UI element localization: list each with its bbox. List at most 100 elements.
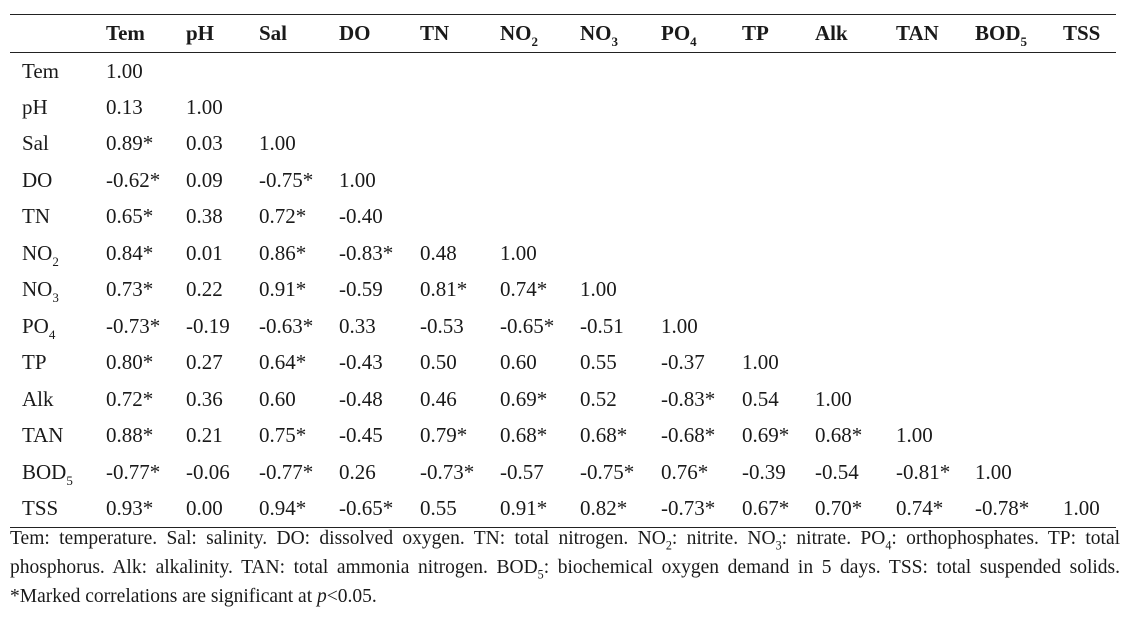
correlation-cell	[896, 381, 975, 418]
row-header: Sal	[10, 126, 106, 163]
correlation-cell	[580, 162, 661, 199]
correlation-cell	[815, 272, 896, 309]
row-header: NO3	[10, 272, 106, 309]
correlation-cell: 0.80*	[106, 350, 154, 375]
correlation-cell: -0.59	[339, 277, 383, 302]
correlation-cell	[580, 53, 661, 90]
correlation-cell	[259, 53, 339, 90]
table-row: Tem 1.00	[10, 53, 1116, 90]
correlation-cell: -0.75*	[259, 167, 314, 192]
row-header-label: DO	[22, 167, 53, 192]
correlation-cell	[742, 162, 815, 199]
correlation-cell	[896, 345, 975, 382]
correlation-cell	[186, 53, 259, 90]
correlation-cell: 0.09	[186, 167, 223, 192]
correlation-cell	[975, 89, 1063, 126]
correlation-cell: 0.70*	[815, 490, 896, 528]
correlation-cell	[896, 162, 975, 199]
correlation-cell: 0.72*	[259, 204, 307, 229]
row-header: Alk	[10, 381, 106, 418]
column-header-subscript: 2	[531, 33, 539, 49]
correlation-cell	[661, 89, 742, 126]
correlation-cell	[661, 126, 742, 163]
column-header-label: Tem	[106, 21, 145, 45]
correlation-cell: -0.54	[815, 459, 859, 484]
correlation-cell	[975, 53, 1063, 90]
column-header-label: TAN	[896, 21, 939, 45]
correlation-cell: 1.00	[815, 386, 852, 411]
correlation-cell: 0.50	[420, 350, 457, 375]
correlation-cell: 0.55	[420, 490, 500, 528]
footnote-text: <0.05.	[326, 586, 377, 607]
column-header-label: NO	[580, 21, 612, 45]
correlation-cell: -0.83*	[661, 386, 716, 411]
correlation-cell	[500, 162, 580, 199]
header-corner-cell	[10, 14, 106, 53]
correlation-cell	[259, 89, 339, 126]
correlation-cell: 0.69*	[742, 423, 790, 448]
column-header-label: NO	[500, 21, 532, 45]
column-header: pH	[186, 14, 259, 53]
row-header: TAN	[10, 418, 106, 455]
row-header: pH	[10, 89, 106, 126]
column-header: TSS	[1063, 14, 1116, 53]
column-header-label: Alk	[815, 21, 848, 45]
correlation-cell: -0.65*	[500, 313, 555, 338]
column-header-label: TSS	[1063, 21, 1101, 45]
correlation-cell: -0.43	[339, 350, 383, 375]
correlation-cell	[975, 381, 1063, 418]
correlation-cell	[661, 199, 742, 236]
footnote-text: : biochemical oxygen demand in 5 days. T…	[10, 557, 1120, 607]
footnote-subscript: 2	[665, 538, 672, 553]
column-header: Alk	[815, 14, 896, 53]
correlation-cell: 1.00	[500, 240, 537, 265]
correlation-cell: 0.72*	[106, 386, 154, 411]
table-row: pH 0.13 1.00	[10, 89, 1116, 126]
correlation-cell: 0.48	[420, 240, 457, 265]
column-header-label: DO	[339, 21, 371, 45]
correlation-cell: 0.67*	[742, 490, 815, 528]
correlation-cell	[975, 126, 1063, 163]
correlation-cell: 0.68*	[500, 423, 548, 448]
correlation-cell	[815, 162, 896, 199]
correlation-cell: -0.63*	[259, 313, 314, 338]
correlation-cell	[1063, 162, 1116, 199]
correlation-cell: -0.37	[661, 350, 705, 375]
correlation-cell	[1063, 126, 1116, 163]
row-header-subscript: 5	[66, 472, 73, 488]
correlation-matrix-table: Tem pH Sal DO TN NO2 NO3 PO4 TP Alk TAN BOD5 TSS Tem…	[10, 14, 1116, 528]
correlation-cell: -0.73*	[420, 459, 475, 484]
correlation-cell: 1.00	[975, 459, 1012, 484]
column-header: TAN	[896, 14, 975, 53]
correlation-cell: 1.00	[742, 350, 779, 375]
correlation-cell	[896, 308, 975, 345]
row-header: DO	[10, 162, 106, 199]
correlation-cell	[661, 162, 742, 199]
correlation-cell	[742, 272, 815, 309]
correlation-cell: -0.83*	[339, 240, 394, 265]
column-header: PO4	[661, 14, 742, 53]
row-header-label: NO	[22, 240, 53, 265]
correlation-cell: 0.74*	[896, 490, 975, 528]
row-header-subscript: 3	[52, 290, 59, 306]
correlation-cell	[742, 199, 815, 236]
column-header: BOD5	[975, 14, 1063, 53]
table-row: DO -0.62* 0.09 -0.75* 1.00	[10, 162, 1116, 199]
correlation-cell: -0.19	[186, 313, 230, 338]
correlation-cell	[1063, 418, 1116, 455]
row-header-label: Alk	[22, 386, 54, 411]
column-header: Sal	[259, 14, 339, 53]
correlation-cell: 0.69*	[500, 386, 548, 411]
correlation-cell	[975, 199, 1063, 236]
correlation-cell	[580, 235, 661, 272]
correlation-cell: 0.91*	[500, 490, 580, 528]
correlation-cell	[1063, 345, 1116, 382]
footnote-text: Tem: temperature. Sal: salinity. DO: dis…	[10, 528, 666, 549]
correlation-cell: 0.82*	[580, 490, 661, 528]
correlation-cell	[420, 199, 500, 236]
correlation-cell: 0.03	[186, 131, 223, 156]
correlation-cell	[661, 235, 742, 272]
column-header-subscript: 4	[690, 33, 697, 49]
correlation-cell	[815, 199, 896, 236]
correlation-cell	[1063, 381, 1116, 418]
